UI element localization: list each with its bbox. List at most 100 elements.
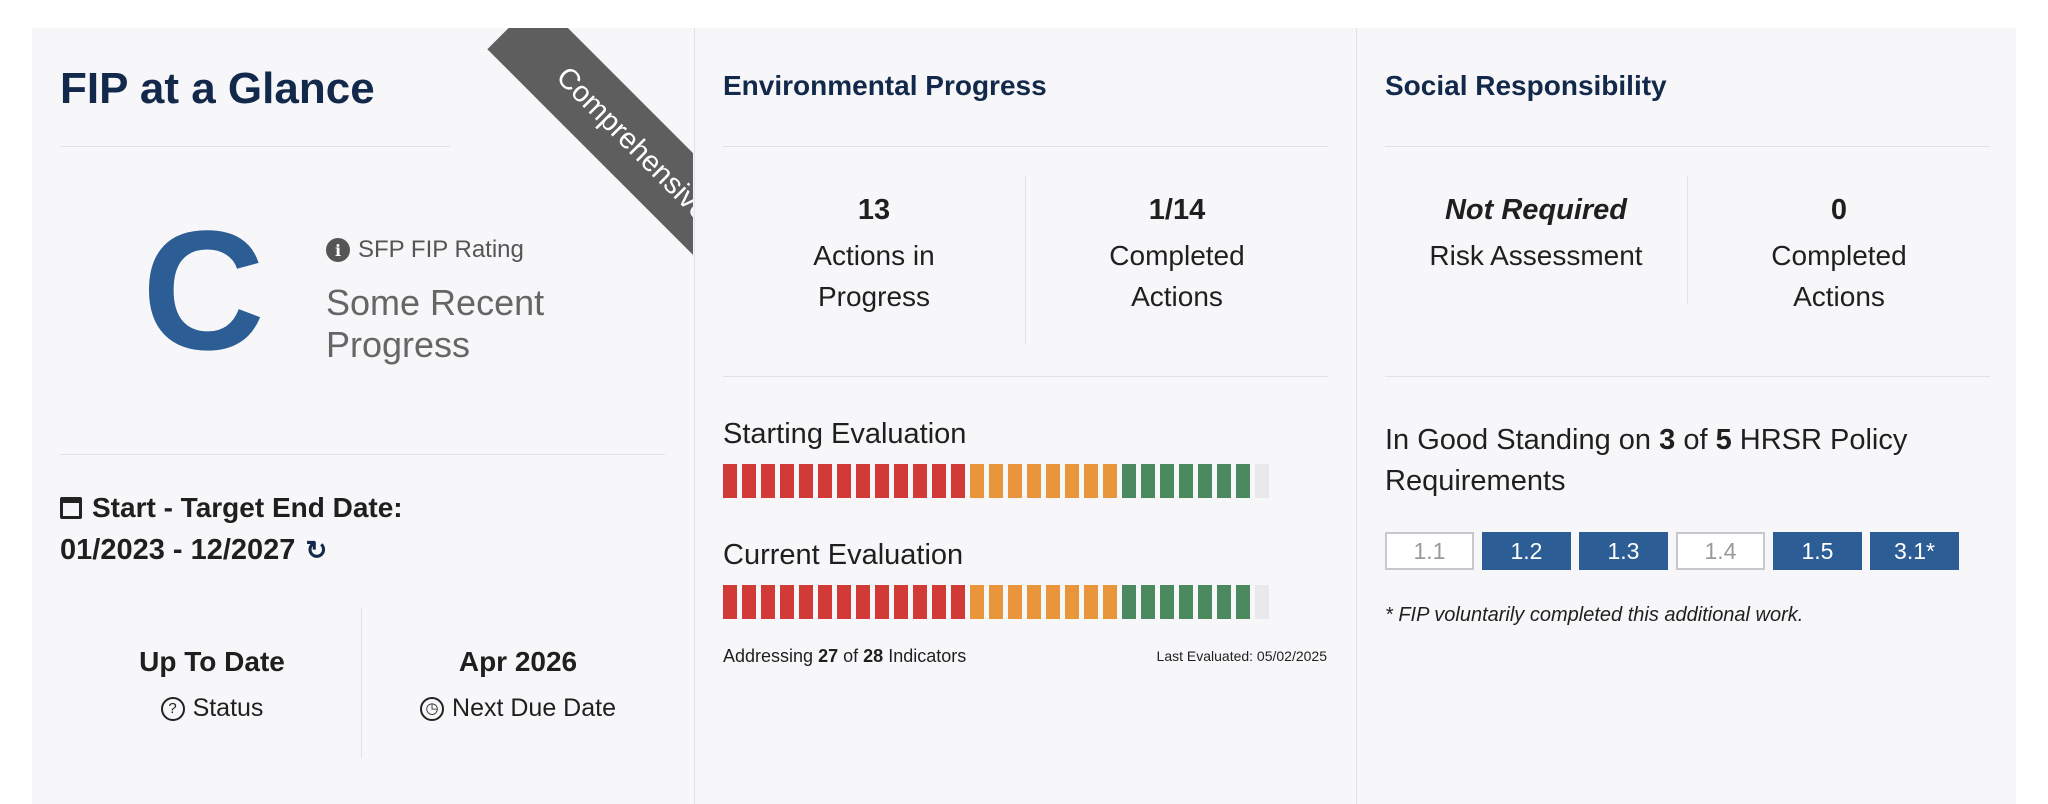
indicator-segment (761, 464, 775, 498)
social-title: Social Responsibility (1385, 70, 1667, 101)
social-completed-label: Completed Actions (1771, 240, 1907, 312)
indicator-segment (989, 464, 1003, 498)
indicator-segment (1141, 585, 1155, 619)
indicator-segment (1236, 585, 1250, 619)
indicator-segment (989, 585, 1003, 619)
indicator-segment (742, 464, 756, 498)
addressing-prefix: Addressing (723, 646, 814, 666)
completed-actions-label: Completed Actions (1109, 240, 1245, 312)
question-icon[interactable]: ? (160, 696, 185, 721)
indicator-segment (1198, 464, 1212, 498)
status-value: Up To Date (139, 646, 285, 677)
actions-in-progress-stat: 13 Actions in Progress (723, 194, 1025, 317)
indicator-segment (1217, 585, 1231, 619)
divider (723, 146, 1328, 147)
social-responsibility-panel: Social Responsibility Not Required Risk … (1356, 28, 2016, 804)
standing-count: 3 (1659, 424, 1676, 456)
indicator-segment (780, 464, 794, 498)
indicator-segment (1008, 464, 1022, 498)
indicator-segment (837, 464, 851, 498)
standing-of: of (1683, 424, 1708, 456)
hrsr-chip[interactable]: 1.5 (1773, 532, 1862, 570)
addressing-suffix: Indicators (888, 646, 967, 666)
divider (1687, 176, 1688, 304)
hrsr-chip[interactable]: 1.1 (1385, 532, 1474, 570)
indicator-segment (951, 464, 965, 498)
indicator-segment (837, 585, 851, 619)
indicator-segment (970, 464, 984, 498)
divider (60, 454, 665, 455)
footnote: * FIP voluntarily completed this additio… (1385, 604, 1804, 626)
current-evaluation-bar (723, 585, 1269, 619)
indicator-segment (1084, 464, 1098, 498)
standing-total: 5 (1715, 424, 1732, 456)
hrsr-chip[interactable]: 1.2 (1482, 532, 1571, 570)
actions-in-progress-value: 13 (857, 194, 891, 226)
indicator-segment (1160, 585, 1174, 619)
standing-suffix: HRSR Policy Requirements (1385, 424, 1908, 497)
indicator-segment (1046, 585, 1060, 619)
date-range-value: 01/2023 - 12/2027 ↻ (60, 534, 327, 567)
indicator-segment (1027, 464, 1041, 498)
next-due-value: Apr 2026 (458, 646, 578, 677)
glance-title: FIP at a Glance (60, 64, 375, 113)
info-icon[interactable]: i (326, 238, 350, 262)
date-range-label-text: Start - Target End Date: (92, 492, 403, 523)
indicator-segment (1084, 585, 1098, 619)
indicator-segment (761, 585, 775, 619)
completed-actions-stat: 1/14 Completed Actions (1026, 194, 1328, 317)
hrsr-standing-text: In Good Standing on 3 of 5 HRSR Policy R… (1385, 420, 1945, 502)
calendar-icon (60, 497, 82, 519)
indicator-segment (1179, 464, 1193, 498)
divider (60, 146, 450, 147)
environmental-title: Environmental Progress (723, 70, 1047, 101)
indicator-segment (818, 464, 832, 498)
clock-icon: ◷ (420, 696, 445, 721)
indicator-segment (894, 464, 908, 498)
completed-actions-value: 1/14 (1148, 194, 1206, 226)
indicator-segment (856, 464, 870, 498)
indicators-addressed: Addressing 27 of 28 Indicators (723, 646, 966, 667)
fip-dashboard: FIP at a Glance Comprehensive C i SFP FI… (32, 28, 2016, 804)
indicator-segment (1046, 464, 1060, 498)
risk-assessment-stat: Not Required Risk Assessment (1385, 194, 1687, 276)
indicator-segment (1103, 464, 1117, 498)
hrsr-chip[interactable]: 1.4 (1676, 532, 1765, 570)
starting-evaluation-bar (723, 464, 1269, 498)
last-evaluated: Last Evaluated: 05/02/2025 (1156, 648, 1327, 664)
status-label: ? Status (92, 688, 332, 729)
status-stat: Up To Date ? Status (92, 646, 332, 729)
divider (723, 376, 1328, 377)
indicator-segment (1008, 585, 1022, 619)
indicator-segment (799, 585, 813, 619)
refresh-icon[interactable]: ↻ (305, 535, 328, 565)
indicator-segment (1141, 464, 1155, 498)
divider (1385, 376, 1990, 377)
indicator-segment (913, 464, 927, 498)
next-due-label-text: Next Due Date (452, 694, 616, 722)
divider (361, 608, 362, 758)
indicator-segment (1122, 464, 1136, 498)
indicator-segment (1065, 585, 1079, 619)
rating-description: Some Recent Progress (326, 282, 545, 365)
risk-assessment-label: Risk Assessment (1429, 240, 1643, 271)
divider (1385, 146, 1990, 147)
indicator-segment (932, 464, 946, 498)
environmental-progress-panel: Environmental Progress 13 Actions in Pro… (694, 28, 1355, 804)
indicator-segment (913, 585, 927, 619)
indicator-segment (1160, 464, 1174, 498)
starting-evaluation-label: Starting Evaluation (723, 418, 967, 450)
indicator-segment (951, 585, 965, 619)
date-range-text: 01/2023 - 12/2027 (60, 534, 296, 566)
hrsr-chip[interactable]: 1.3 (1579, 532, 1668, 570)
indicator-segment (1255, 585, 1269, 619)
indicator-segment (723, 585, 737, 619)
next-due-label: ◷ Next Due Date (388, 688, 648, 729)
rating-label[interactable]: i SFP FIP Rating (326, 236, 524, 264)
social-completed-value: 0 (1830, 194, 1848, 226)
status-label-text: Status (192, 694, 264, 722)
indicator-segment (1236, 464, 1250, 498)
addressing-count: 27 (818, 646, 839, 666)
indicator-segment (894, 585, 908, 619)
hrsr-chip[interactable]: 3.1* (1870, 532, 1959, 570)
